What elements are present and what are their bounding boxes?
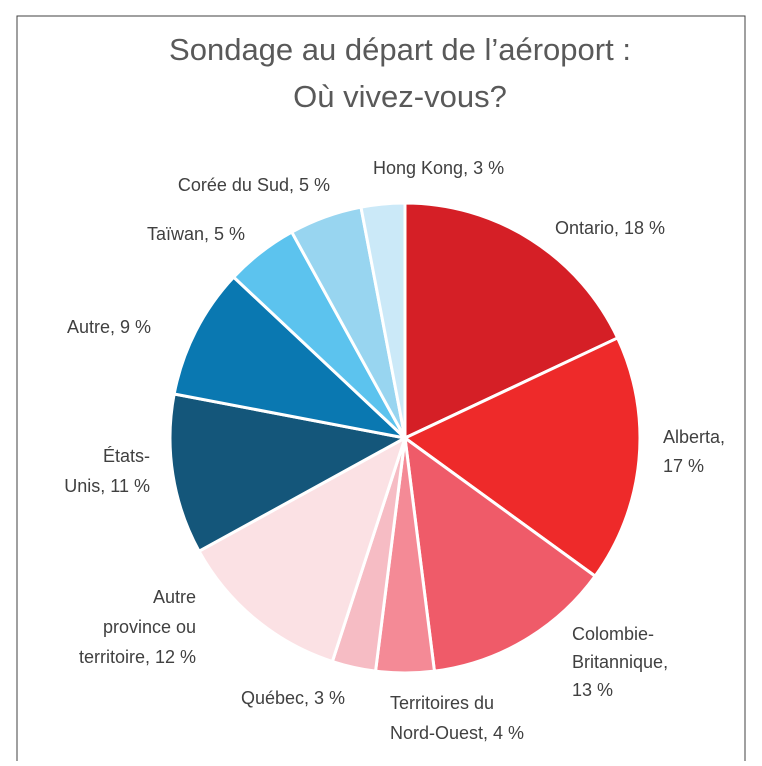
slice-label: États-	[103, 446, 150, 466]
slice-label: Territoires du	[390, 693, 494, 713]
slice-label: Alberta,	[663, 427, 725, 447]
slice-label: Québec, 3 %	[241, 688, 345, 708]
slice-label: Corée du Sud, 5 %	[178, 175, 330, 195]
frame	[16, 15, 746, 761]
slice-label: 13 %	[572, 680, 613, 700]
pie-slice	[403, 434, 598, 673]
pie-slice	[359, 201, 407, 439]
chart-title: Sondage au départ de l’aéroport :	[169, 32, 631, 67]
slice-label: territoire, 12 %	[79, 647, 196, 667]
pie-slice	[197, 434, 408, 664]
pie-slice	[168, 392, 410, 554]
slice-label: 17 %	[663, 456, 704, 476]
slice-label: province ou	[103, 617, 196, 637]
slice-label: Colombie-	[572, 624, 654, 644]
pie-slice	[402, 335, 642, 579]
slice-label: Britannique,	[572, 652, 668, 672]
slice-label: Unis, 11 %	[64, 476, 150, 496]
slice-label: Autre, 9 %	[67, 317, 151, 337]
pie-slice	[172, 275, 410, 441]
slice-label: Taïwan, 5 %	[147, 224, 245, 244]
pie-slice	[403, 201, 620, 441]
slice-label: Ontario, 18 %	[555, 218, 665, 238]
slice-label: Nord-Ouest, 4 %	[390, 723, 524, 743]
chart-title: Où vivez-vous?	[293, 79, 507, 114]
slice-label: Hong Kong, 3 %	[373, 158, 504, 178]
slice-label: Autre	[153, 587, 196, 607]
